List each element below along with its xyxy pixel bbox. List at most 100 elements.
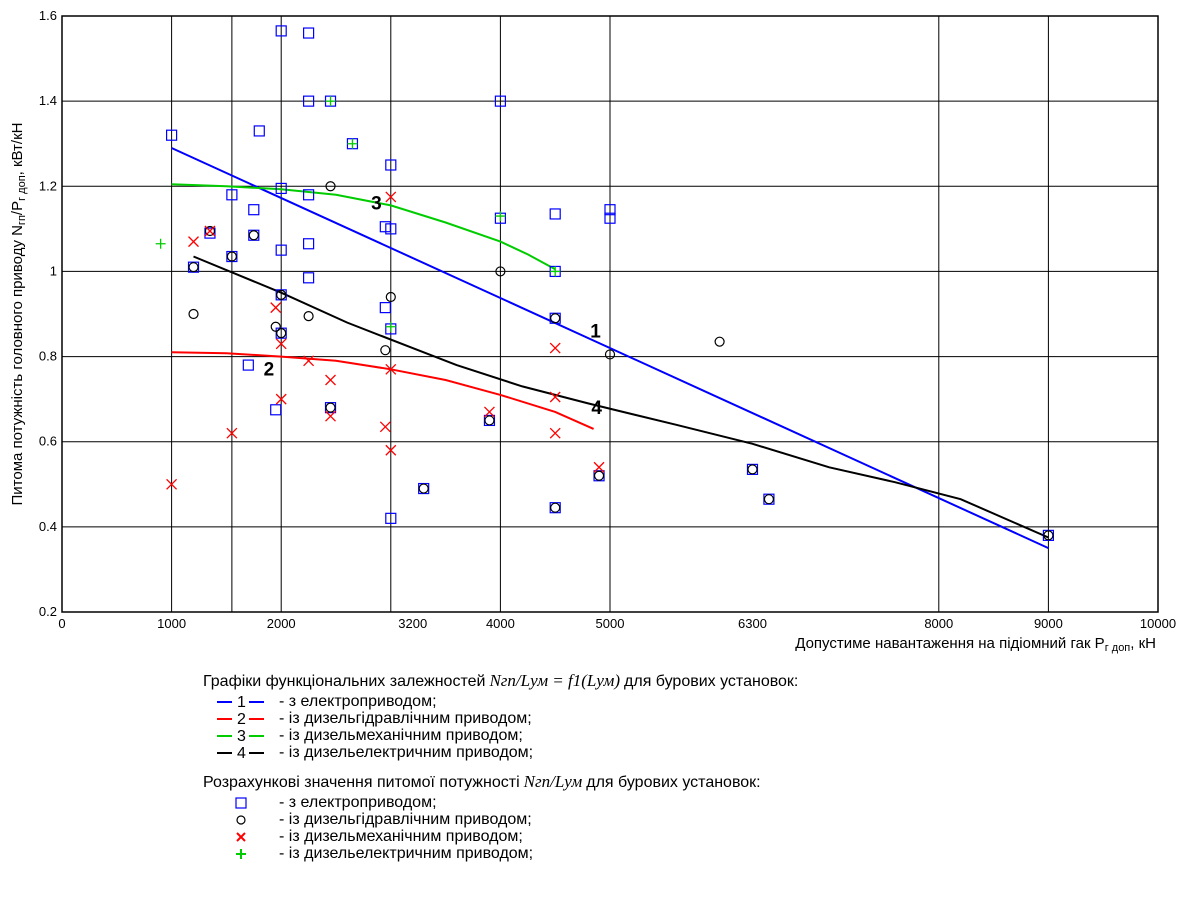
- square-marker: [303, 27, 315, 39]
- circle-marker: [276, 289, 287, 300]
- points-legend-marker: [215, 828, 257, 845]
- svg-text:3: 3: [237, 728, 246, 744]
- circle-marker: [226, 251, 237, 262]
- curve-legend-item: 3 - із дизельмеханічним приводом;: [215, 727, 1163, 745]
- cross-marker: [385, 363, 397, 375]
- x-tick-label: 8000: [924, 616, 953, 631]
- y-tick-label: 1: [50, 263, 57, 278]
- curves-formula: Nгп/Lум = f1(Lум): [489, 671, 621, 690]
- y-tick-label: 1.6: [39, 8, 57, 23]
- plot-frame: [61, 15, 1159, 613]
- curves-legend-heading: Графіки функціональних залежностей Nгп/Lу…: [203, 671, 799, 690]
- chart: 0 1000 2000 3200 4000 5000 6300 8000 9000 10000 0.…: [9, 8, 1176, 654]
- points-legend-heading: Розрахункові значення питомої потужності…: [203, 772, 761, 791]
- circle-marker: [763, 494, 775, 505]
- points-legend-text: - з електроприводом;: [279, 794, 437, 811]
- points-legend-text: - із дизельгідравлічним приводом;: [279, 811, 532, 828]
- square-marker: [549, 208, 561, 220]
- points-legend-marker: [215, 811, 257, 828]
- plus-marker: [347, 138, 358, 149]
- points-formula: Nгп/Lум: [523, 772, 583, 791]
- svg-text:1: 1: [237, 694, 246, 710]
- square-marker: [379, 302, 391, 314]
- y-tick-label: 0.2: [39, 604, 57, 619]
- points-legend-item: - із дизельгідравлічним приводом;: [215, 811, 1163, 828]
- square-marker: [275, 182, 287, 195]
- circle-marker: [325, 402, 336, 413]
- square-marker: [385, 159, 397, 171]
- circle-marker: [550, 313, 561, 324]
- curve-2: [171, 351, 595, 430]
- points-legend-item: - із дизельелектричним приводом;: [215, 845, 1163, 862]
- points-legend-text: - із дизельелектричним приводом;: [279, 845, 534, 862]
- square-marker: [204, 227, 216, 239]
- square-marker: [275, 244, 287, 256]
- plus-marker: [550, 266, 561, 277]
- circle-marker: [276, 328, 287, 339]
- circle-marker: [385, 291, 396, 303]
- cross-marker: [275, 393, 287, 405]
- circle-marker: [604, 349, 616, 360]
- curve-legend-symbol: 4: [215, 744, 275, 762]
- tick-labels: 0 1000 2000 3200 4000 5000 6300 8000 9000 10000 0.…: [39, 8, 1176, 631]
- curve-legend-symbol: 2: [215, 710, 275, 728]
- curve-legend-list: 1 - з електроприводом; 2 - із дизельгідравл…: [203, 693, 1163, 762]
- x-tick-label: 6300: [738, 616, 767, 631]
- square-marker: [385, 512, 397, 524]
- square-marker: [385, 223, 397, 235]
- square-marker: [303, 189, 315, 201]
- circle-marker: [747, 464, 758, 475]
- curve-legend-text: - із дизельелектричним приводом;: [279, 744, 534, 761]
- curve-legend-text: - з електроприводом;: [279, 693, 437, 710]
- legend: Графіки функціональних залежностей Nгп/Lу…: [203, 672, 1163, 862]
- curve-4: [193, 255, 1049, 539]
- cross-marker: [549, 427, 561, 439]
- cross-marker: [593, 461, 605, 473]
- plus-marker: [155, 238, 166, 249]
- points-legend-list: - з електроприводом; - із дизельгідравліч…: [203, 794, 1163, 862]
- curve-legend-item: 1 - з електроприводом;: [215, 693, 1163, 711]
- svg-text:2: 2: [237, 711, 246, 727]
- square-marker: [270, 404, 282, 416]
- y-tick-label: 0.4: [39, 519, 57, 534]
- y-tick-label: 0.8: [39, 349, 57, 364]
- points-legend-text: - із дизельмеханічним приводом;: [279, 828, 523, 845]
- cross-marker: [379, 421, 391, 433]
- square-marker: [226, 189, 238, 201]
- x-tick-label: 4000: [486, 616, 515, 631]
- square-marker: [604, 212, 616, 224]
- circle-marker: [714, 336, 725, 347]
- cross-marker: [303, 355, 315, 367]
- x-tick-label: 5000: [596, 616, 625, 631]
- x-tick-label: 0: [58, 616, 65, 631]
- curve-label-2: 2: [264, 360, 275, 381]
- y-tick-label: 1.2: [39, 178, 57, 193]
- points-legend-marker: [215, 794, 257, 811]
- cross-marker: [204, 225, 216, 237]
- y-tick-label: 0.6: [39, 434, 57, 449]
- curve-1: [171, 147, 1049, 550]
- y-tick-label: 1.4: [39, 93, 57, 108]
- circle-marker: [593, 470, 605, 481]
- x-tick-label: 1000: [157, 616, 186, 631]
- square-marker: [303, 238, 315, 250]
- x-tick-label: 2000: [267, 616, 296, 631]
- plus-marker: [325, 96, 336, 107]
- circle-marker: [550, 502, 561, 513]
- cross-marker: [226, 427, 238, 439]
- cross-marker: [385, 191, 397, 203]
- circle-marker: [188, 308, 199, 320]
- cross-marker: [549, 391, 561, 403]
- circle-marker: [270, 321, 281, 332]
- curve-label-4: 4: [591, 398, 602, 419]
- cross-marker: [188, 236, 199, 248]
- curve-legend-text: - із дизельгідравлічним приводом;: [279, 710, 532, 727]
- x-tick-label: 9000: [1034, 616, 1063, 631]
- cross-marker: [325, 410, 336, 422]
- circle-marker: [248, 230, 259, 241]
- cross-marker: [385, 444, 397, 456]
- square-marker: [253, 125, 265, 137]
- circle-marker: [418, 483, 429, 494]
- square-marker: [242, 359, 254, 371]
- plus-marker: [385, 321, 396, 332]
